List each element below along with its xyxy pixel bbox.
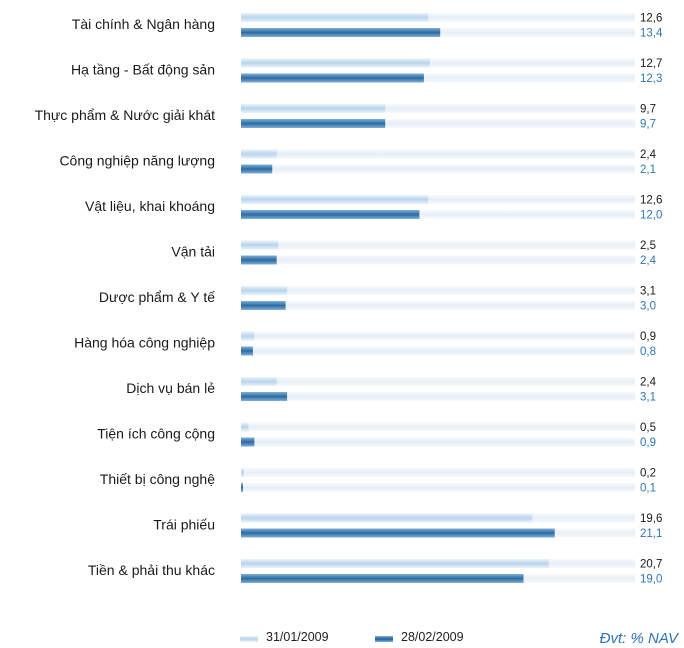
bar-track — [241, 13, 635, 22]
bar-trai-phieu-series-2 — [241, 528, 555, 538]
value-label-duoc-pham-y-te-series-2: 3,0 — [640, 301, 656, 313]
bar-tien-ich-cong-cong-series-1 — [241, 422, 249, 432]
bar-track — [241, 331, 635, 341]
legend-swatch-series-1 — [240, 636, 258, 642]
category-label-ha-tang-bat-dong-san: Hạ tầng - Bất động sản — [71, 62, 215, 78]
legend: 31/01/2009 28/02/2009 Đvt: % NAV — [240, 630, 684, 648]
value-label-trai-phieu-series-2: 21,1 — [640, 528, 662, 540]
bar-track — [241, 483, 635, 492]
value-label-dich-vu-ban-le-series-2: 3,1 — [640, 392, 656, 404]
value-label-duoc-pham-y-te-series-1: 3,1 — [640, 286, 656, 298]
bar-tai-chinh-ngan-hang-series-1 — [241, 13, 429, 22]
category-label-tai-chinh-ngan-hang: Tài chính & Ngân hàng — [72, 16, 215, 32]
category-label-dich-vu-ban-le: Dịch vụ bán lẻ — [126, 380, 215, 396]
value-label-ha-tang-bat-dong-san-series-1: 12,7 — [640, 58, 662, 70]
bar-duoc-pham-y-te-series-2 — [241, 301, 286, 310]
category-label-van-tai: Vận tải — [171, 244, 215, 260]
value-label-ha-tang-bat-dong-san-series-2: 12,3 — [640, 73, 662, 85]
bar-track — [241, 377, 635, 386]
bar-hang-hoa-cong-nghiep-series-1 — [241, 331, 255, 341]
value-label-van-tai-series-2: 2,4 — [640, 255, 657, 267]
bar-trai-phieu-series-1 — [241, 513, 533, 523]
bar-track — [241, 119, 635, 128]
value-label-van-tai-series-1: 2,5 — [640, 240, 656, 252]
bar-vat-lieu-khai-khoang-series-1 — [241, 195, 429, 204]
bar-tien-phai-thu-khac-series-1 — [241, 559, 549, 568]
bar-chart: Tài chính & Ngân hàng 12,6 13,4 Hạ tầng - B… — [35, 13, 663, 586]
bar-tai-chinh-ngan-hang-series-2 — [241, 28, 441, 37]
bar-track — [241, 195, 635, 204]
category-label-duoc-pham-y-te: Dược phẩm & Y tế — [99, 289, 215, 305]
value-label-vat-lieu-khai-khoang-series-1: 12,6 — [640, 195, 662, 207]
bar-track — [241, 149, 635, 159]
legend-swatch-series-2 — [375, 636, 393, 642]
value-label-thiet-bi-cong-nghe-series-2: 0,1 — [640, 483, 656, 495]
bar-track — [241, 437, 635, 447]
value-label-cong-nghiep-nang-luong-series-1: 2,4 — [640, 149, 657, 161]
bar-track — [241, 301, 635, 310]
bar-track — [241, 164, 635, 174]
bar-track — [241, 286, 635, 295]
value-label-tien-ich-cong-cong-series-1: 0,5 — [640, 422, 656, 434]
bar-track — [241, 58, 635, 68]
value-label-hang-hoa-cong-nghiep-series-1: 0,9 — [640, 331, 656, 343]
bar-tien-ich-cong-cong-series-2 — [241, 437, 255, 447]
bar-dich-vu-ban-le-series-1 — [241, 377, 277, 386]
bar-vat-lieu-khai-khoang-series-2 — [241, 210, 420, 219]
category-label-trai-phieu: Trái phiếu — [153, 517, 215, 533]
category-label-thuc-pham-nuoc-giai-khat: Thực phẩm & Nước giải khát — [35, 107, 216, 123]
value-label-vat-lieu-khai-khoang-series-2: 12,0 — [640, 210, 662, 222]
bar-cong-nghiep-nang-luong-series-2 — [241, 164, 273, 174]
bar-track — [241, 392, 635, 401]
unit-note: Đvt: % NAV — [599, 630, 678, 647]
bar-track — [241, 422, 635, 432]
bar-tien-phai-thu-khac-series-2 — [241, 574, 524, 583]
category-label-tien-ich-cong-cong: Tiện ích công cộng — [97, 426, 215, 442]
bar-track — [241, 346, 635, 356]
bar-dich-vu-ban-le-series-2 — [241, 392, 288, 401]
value-label-thuc-pham-nuoc-giai-khat-series-1: 9,7 — [640, 104, 656, 116]
legend-label-series-1: 31/01/2009 — [266, 630, 329, 644]
category-label-tien-phai-thu-khac: Tiền & phải thu khác — [88, 562, 215, 578]
bar-track — [241, 210, 635, 219]
bar-thuc-pham-nuoc-giai-khat-series-1 — [241, 104, 386, 113]
bar-track — [241, 73, 635, 83]
value-label-trai-phieu-series-1: 19,6 — [640, 513, 662, 525]
category-label-cong-nghiep-nang-luong: Công nghiệp năng lượng — [59, 153, 215, 169]
bar-ha-tang-bat-dong-san-series-1 — [241, 58, 430, 68]
bar-track — [241, 104, 635, 113]
bar-thiet-bi-cong-nghe-series-1 — [241, 468, 244, 477]
bar-track — [241, 255, 635, 265]
bar-track — [241, 240, 635, 250]
value-label-tai-chinh-ngan-hang-series-1: 12,6 — [640, 13, 662, 25]
value-label-tien-phai-thu-khac-series-2: 19,0 — [640, 574, 662, 586]
bar-track — [241, 468, 635, 477]
bar-ha-tang-bat-dong-san-series-2 — [241, 73, 424, 83]
bar-duoc-pham-y-te-series-1 — [241, 286, 288, 295]
bar-van-tai-series-1 — [241, 240, 279, 250]
legend-label-series-2: 28/02/2009 — [401, 630, 464, 644]
category-label-vat-lieu-khai-khoang: Vật liệu, khai khoáng — [85, 198, 215, 214]
bar-thiet-bi-cong-nghe-series-2 — [241, 483, 243, 492]
value-label-tien-ich-cong-cong-series-2: 0,9 — [640, 437, 656, 449]
value-label-dich-vu-ban-le-series-1: 2,4 — [640, 377, 657, 389]
value-label-tai-chinh-ngan-hang-series-2: 13,4 — [640, 28, 663, 40]
value-label-hang-hoa-cong-nghiep-series-2: 0,8 — [640, 346, 656, 358]
value-label-thiet-bi-cong-nghe-series-1: 0,2 — [640, 468, 656, 480]
value-label-cong-nghiep-nang-luong-series-2: 2,1 — [640, 164, 656, 176]
bar-thuc-pham-nuoc-giai-khat-series-2 — [241, 119, 386, 128]
value-label-thuc-pham-nuoc-giai-khat-series-2: 9,7 — [640, 119, 656, 131]
bar-cong-nghiep-nang-luong-series-1 — [241, 149, 277, 159]
value-label-tien-phai-thu-khac-series-1: 20,7 — [640, 559, 662, 571]
bar-hang-hoa-cong-nghiep-series-2 — [241, 346, 253, 356]
bar-van-tai-series-2 — [241, 255, 277, 265]
category-label-hang-hoa-cong-nghiep: Hàng hóa công nghiệp — [74, 335, 215, 351]
category-label-thiet-bi-cong-nghe: Thiết bị công nghệ — [100, 471, 215, 487]
